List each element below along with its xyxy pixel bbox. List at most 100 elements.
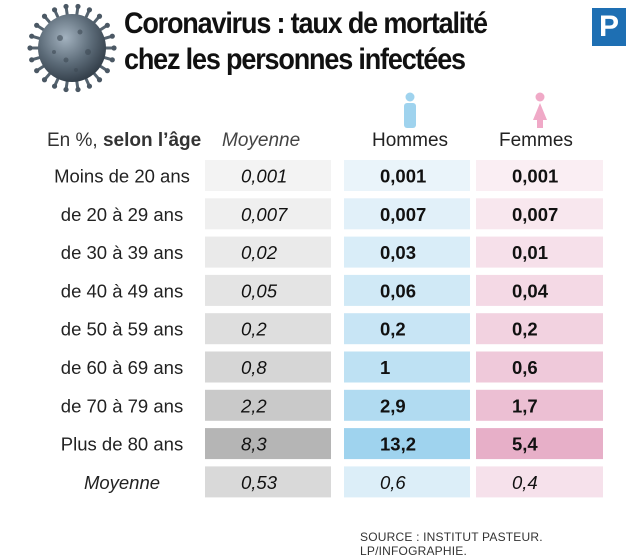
row-label: de 20 à 29 ans bbox=[61, 204, 183, 225]
women-cell bbox=[476, 313, 603, 345]
women-cell bbox=[476, 236, 603, 268]
virus-spike-tip bbox=[96, 77, 103, 83]
average-value: 0,53 bbox=[241, 472, 278, 493]
average-cell bbox=[205, 313, 331, 345]
virus-spike-tip bbox=[104, 22, 110, 28]
row-label: Plus de 80 ans bbox=[61, 434, 183, 455]
virus-spike-tip bbox=[63, 86, 69, 93]
virus-spike-tip bbox=[75, 86, 81, 93]
virus-spike-tip bbox=[75, 3, 81, 10]
source-note: SOURCE : INSTITUT PASTEUR. LP/INFOGRAPHI… bbox=[360, 530, 543, 558]
virus-spike-tip bbox=[51, 83, 58, 89]
virus-spike-tip bbox=[41, 13, 48, 19]
men-value: 13,2 bbox=[380, 434, 416, 455]
men-value: 0,06 bbox=[380, 280, 416, 301]
average-cell bbox=[205, 466, 331, 498]
average-cell bbox=[205, 389, 331, 421]
virus-spike-tip bbox=[96, 13, 103, 19]
row-label: de 70 à 79 ans bbox=[61, 395, 183, 416]
age-header-bold: selon l’âge bbox=[102, 130, 202, 151]
virus-spike-tip bbox=[27, 45, 33, 51]
men-cell bbox=[344, 351, 470, 383]
average-cell bbox=[205, 236, 331, 268]
row-label: Moins de 20 ans bbox=[54, 166, 190, 187]
male-person-icon bbox=[404, 92, 416, 128]
virus-spike-tip bbox=[29, 33, 35, 39]
men-value: 0,03 bbox=[380, 242, 416, 263]
women-value: 0,4 bbox=[512, 472, 538, 493]
men-value: 0,007 bbox=[380, 204, 426, 225]
average-cell bbox=[205, 160, 331, 191]
men-cell bbox=[344, 160, 470, 191]
average-value: 2,2 bbox=[240, 395, 267, 416]
women-column-header: Femmes bbox=[499, 130, 573, 151]
men-value: 2,9 bbox=[380, 395, 406, 416]
row-label: Moyenne bbox=[84, 472, 160, 493]
age-header-prefix: En %, bbox=[47, 130, 98, 151]
row-label: de 30 à 39 ans bbox=[61, 242, 183, 263]
average-value: 0,001 bbox=[241, 166, 287, 187]
women-cell bbox=[476, 274, 603, 306]
women-value: 0,001 bbox=[512, 166, 558, 187]
men-cell bbox=[344, 466, 470, 498]
virus-spike-tip bbox=[86, 7, 93, 13]
women-cell bbox=[476, 428, 603, 460]
average-value: 0,007 bbox=[241, 204, 288, 225]
women-value: 0,01 bbox=[512, 242, 548, 263]
virus-spike-tip bbox=[29, 57, 35, 63]
virus-spike-tip bbox=[104, 68, 110, 74]
female-person-icon bbox=[533, 92, 547, 128]
men-cell bbox=[344, 428, 470, 460]
men-value: 0,2 bbox=[380, 319, 406, 340]
average-cell bbox=[205, 351, 331, 383]
average-value: 0,02 bbox=[241, 242, 278, 263]
age-column-header: En %, selon l’âge bbox=[47, 130, 201, 152]
virus-spike-tip bbox=[51, 7, 58, 13]
average-value: 0,8 bbox=[241, 357, 267, 378]
men-cell bbox=[344, 198, 470, 230]
women-cell bbox=[476, 160, 603, 191]
average-cell bbox=[205, 428, 331, 460]
title-line-2: chez les personnes infectées bbox=[124, 43, 466, 76]
coronavirus-icon bbox=[27, 3, 117, 93]
row-label: de 60 à 69 ans bbox=[61, 357, 183, 378]
row-label: de 40 à 49 ans bbox=[61, 280, 183, 301]
women-cell bbox=[476, 389, 603, 421]
virus-spike-tip bbox=[34, 68, 40, 74]
women-value: 0,6 bbox=[512, 357, 538, 378]
men-cell bbox=[344, 274, 470, 306]
women-cell bbox=[476, 466, 603, 498]
average-value: 0,05 bbox=[241, 280, 278, 301]
men-value: 1 bbox=[380, 357, 390, 378]
women-value: 5,4 bbox=[512, 434, 538, 455]
men-cell bbox=[344, 313, 470, 345]
virus-spike-tip bbox=[63, 3, 69, 10]
women-value: 1,7 bbox=[512, 395, 538, 416]
women-value: 0,2 bbox=[512, 319, 538, 340]
women-cell bbox=[476, 351, 603, 383]
virus-spike-tip bbox=[109, 57, 115, 63]
average-cell bbox=[205, 198, 331, 230]
chart-title: Coronavirus : taux de mortalité chez les… bbox=[124, 6, 488, 78]
average-column-header: Moyenne bbox=[222, 130, 301, 151]
men-value: 0,6 bbox=[380, 472, 406, 493]
row-label: de 50 à 59 ans bbox=[61, 319, 183, 340]
women-cell bbox=[476, 198, 603, 230]
average-value: 8,3 bbox=[241, 434, 267, 455]
women-value: 0,007 bbox=[512, 204, 558, 225]
virus-spike-tip bbox=[41, 77, 48, 83]
virus-spike-tip bbox=[86, 83, 93, 89]
men-column-header: Hommes bbox=[372, 130, 449, 151]
men-cell bbox=[344, 236, 470, 268]
virus-spike-tip bbox=[111, 45, 117, 51]
men-value: 0,001 bbox=[380, 166, 426, 187]
average-value: 0,2 bbox=[241, 319, 267, 340]
le-parisien-logo: P bbox=[592, 8, 626, 46]
virus-spike-tip bbox=[34, 22, 40, 28]
title-line-1: Coronavirus : taux de mortalité bbox=[124, 7, 488, 40]
men-cell bbox=[344, 389, 470, 421]
women-value: 0,04 bbox=[512, 280, 549, 301]
average-cell bbox=[205, 274, 331, 306]
virus-spike-tip bbox=[109, 33, 115, 39]
